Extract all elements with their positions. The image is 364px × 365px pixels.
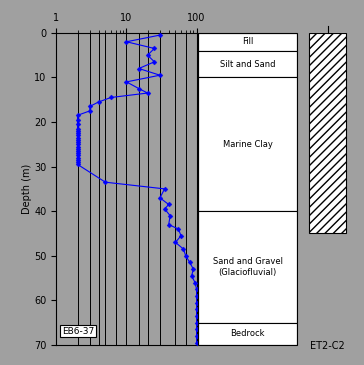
Text: Sand and Gravel
(Glaciofluvial): Sand and Gravel (Glaciofluvial) (213, 257, 282, 277)
Text: ET2-C2: ET2-C2 (310, 341, 345, 351)
Text: Fill: Fill (242, 37, 253, 46)
Bar (198, 51, 297, 77)
Bar (198, 77, 297, 211)
Text: Marine Clay: Marine Clay (222, 140, 273, 149)
Text: EB6-37: EB6-37 (62, 327, 94, 335)
Text: Bedrock: Bedrock (230, 329, 265, 338)
Bar (198, 33, 297, 51)
Bar (309, 33, 346, 234)
Bar (198, 211, 297, 323)
Y-axis label: Depth (m): Depth (m) (21, 164, 32, 214)
Bar (198, 323, 297, 345)
Text: Silt and Sand: Silt and Sand (220, 59, 275, 69)
